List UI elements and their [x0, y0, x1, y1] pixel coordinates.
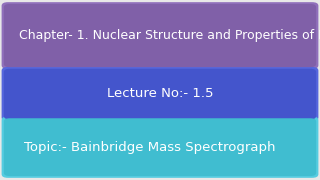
FancyBboxPatch shape	[4, 69, 316, 119]
Text: Chapter- 1. Nuclear Structure and Properties of Nuclei: Chapter- 1. Nuclear Structure and Proper…	[19, 30, 320, 42]
FancyBboxPatch shape	[4, 4, 316, 67]
FancyBboxPatch shape	[4, 118, 316, 176]
Text: Lecture No:- 1.5: Lecture No:- 1.5	[107, 87, 213, 100]
FancyBboxPatch shape	[2, 67, 318, 121]
FancyBboxPatch shape	[2, 2, 318, 69]
Text: Topic:- Bainbridge Mass Spectrograph: Topic:- Bainbridge Mass Spectrograph	[24, 141, 276, 154]
FancyBboxPatch shape	[2, 116, 318, 178]
